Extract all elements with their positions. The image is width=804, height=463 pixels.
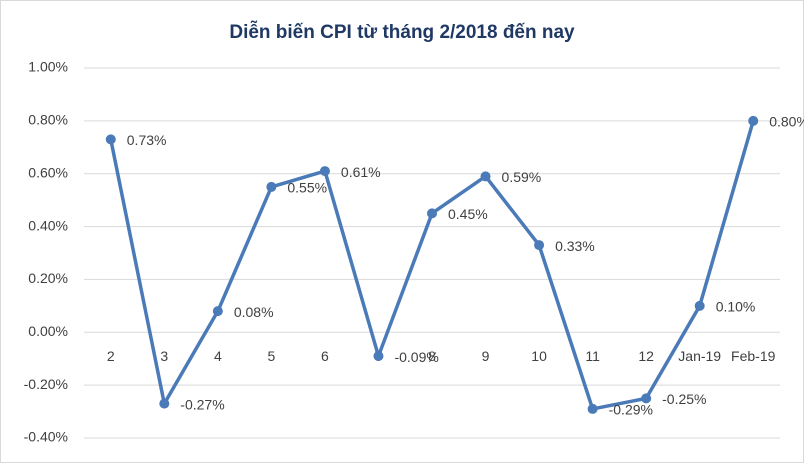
data-label: 0.33% [555,238,595,254]
x-tick-label: 3 [160,348,168,364]
x-tick-label: Feb-19 [731,348,776,364]
x-tick-label: 2 [107,348,115,364]
data-label: 0.08% [234,304,274,320]
y-tick-label: -0.40% [24,429,68,445]
x-tick-label: 11 [585,348,600,364]
x-tick-label: 10 [531,348,547,364]
point-marker [480,171,491,182]
x-tick-label: 5 [267,348,275,364]
point-marker [319,166,330,177]
data-label: 0.45% [448,206,488,222]
point-marker [159,398,170,409]
x-tick-label: Jan-19 [678,348,721,364]
point-marker [266,181,277,192]
y-tick-label: -0.20% [24,376,68,392]
point-marker [534,240,545,251]
point-marker [212,306,223,317]
data-label: -0.27% [180,396,224,412]
chart-title: Diễn biến CPI từ tháng 2/2018 đến nay [229,21,575,43]
data-label: 0.80% [769,114,804,130]
y-tick-label: 0.40% [28,217,68,233]
data-label: 0.55% [287,180,327,196]
data-label: 0.59% [502,169,542,185]
y-tick-label: 0.20% [28,270,68,286]
x-tick-label: 4 [214,348,222,364]
point-marker [427,208,437,219]
point-marker [748,115,759,126]
data-label: -0.09% [394,349,438,365]
data-label: -0.25% [662,391,706,407]
point-marker [105,134,116,145]
x-tick-label: 8 [428,348,436,364]
point-marker [373,351,384,362]
x-tick-label: 9 [482,348,490,364]
data-label: 0.61% [341,164,381,180]
y-tick-label: 0.80% [28,112,68,128]
data-label: -0.29% [609,402,653,418]
y-tick-label: 0.60% [28,164,68,180]
point-marker [587,403,598,414]
y-tick-label: 0.00% [28,323,68,339]
point-marker [694,300,705,311]
y-tick-label: 1.00% [28,59,68,75]
x-tick-label: 12 [638,348,654,364]
data-label: 0.10% [716,299,756,315]
x-tick-label: 6 [321,348,329,364]
point-marker [641,393,652,404]
data-label: 0.73% [127,132,167,148]
